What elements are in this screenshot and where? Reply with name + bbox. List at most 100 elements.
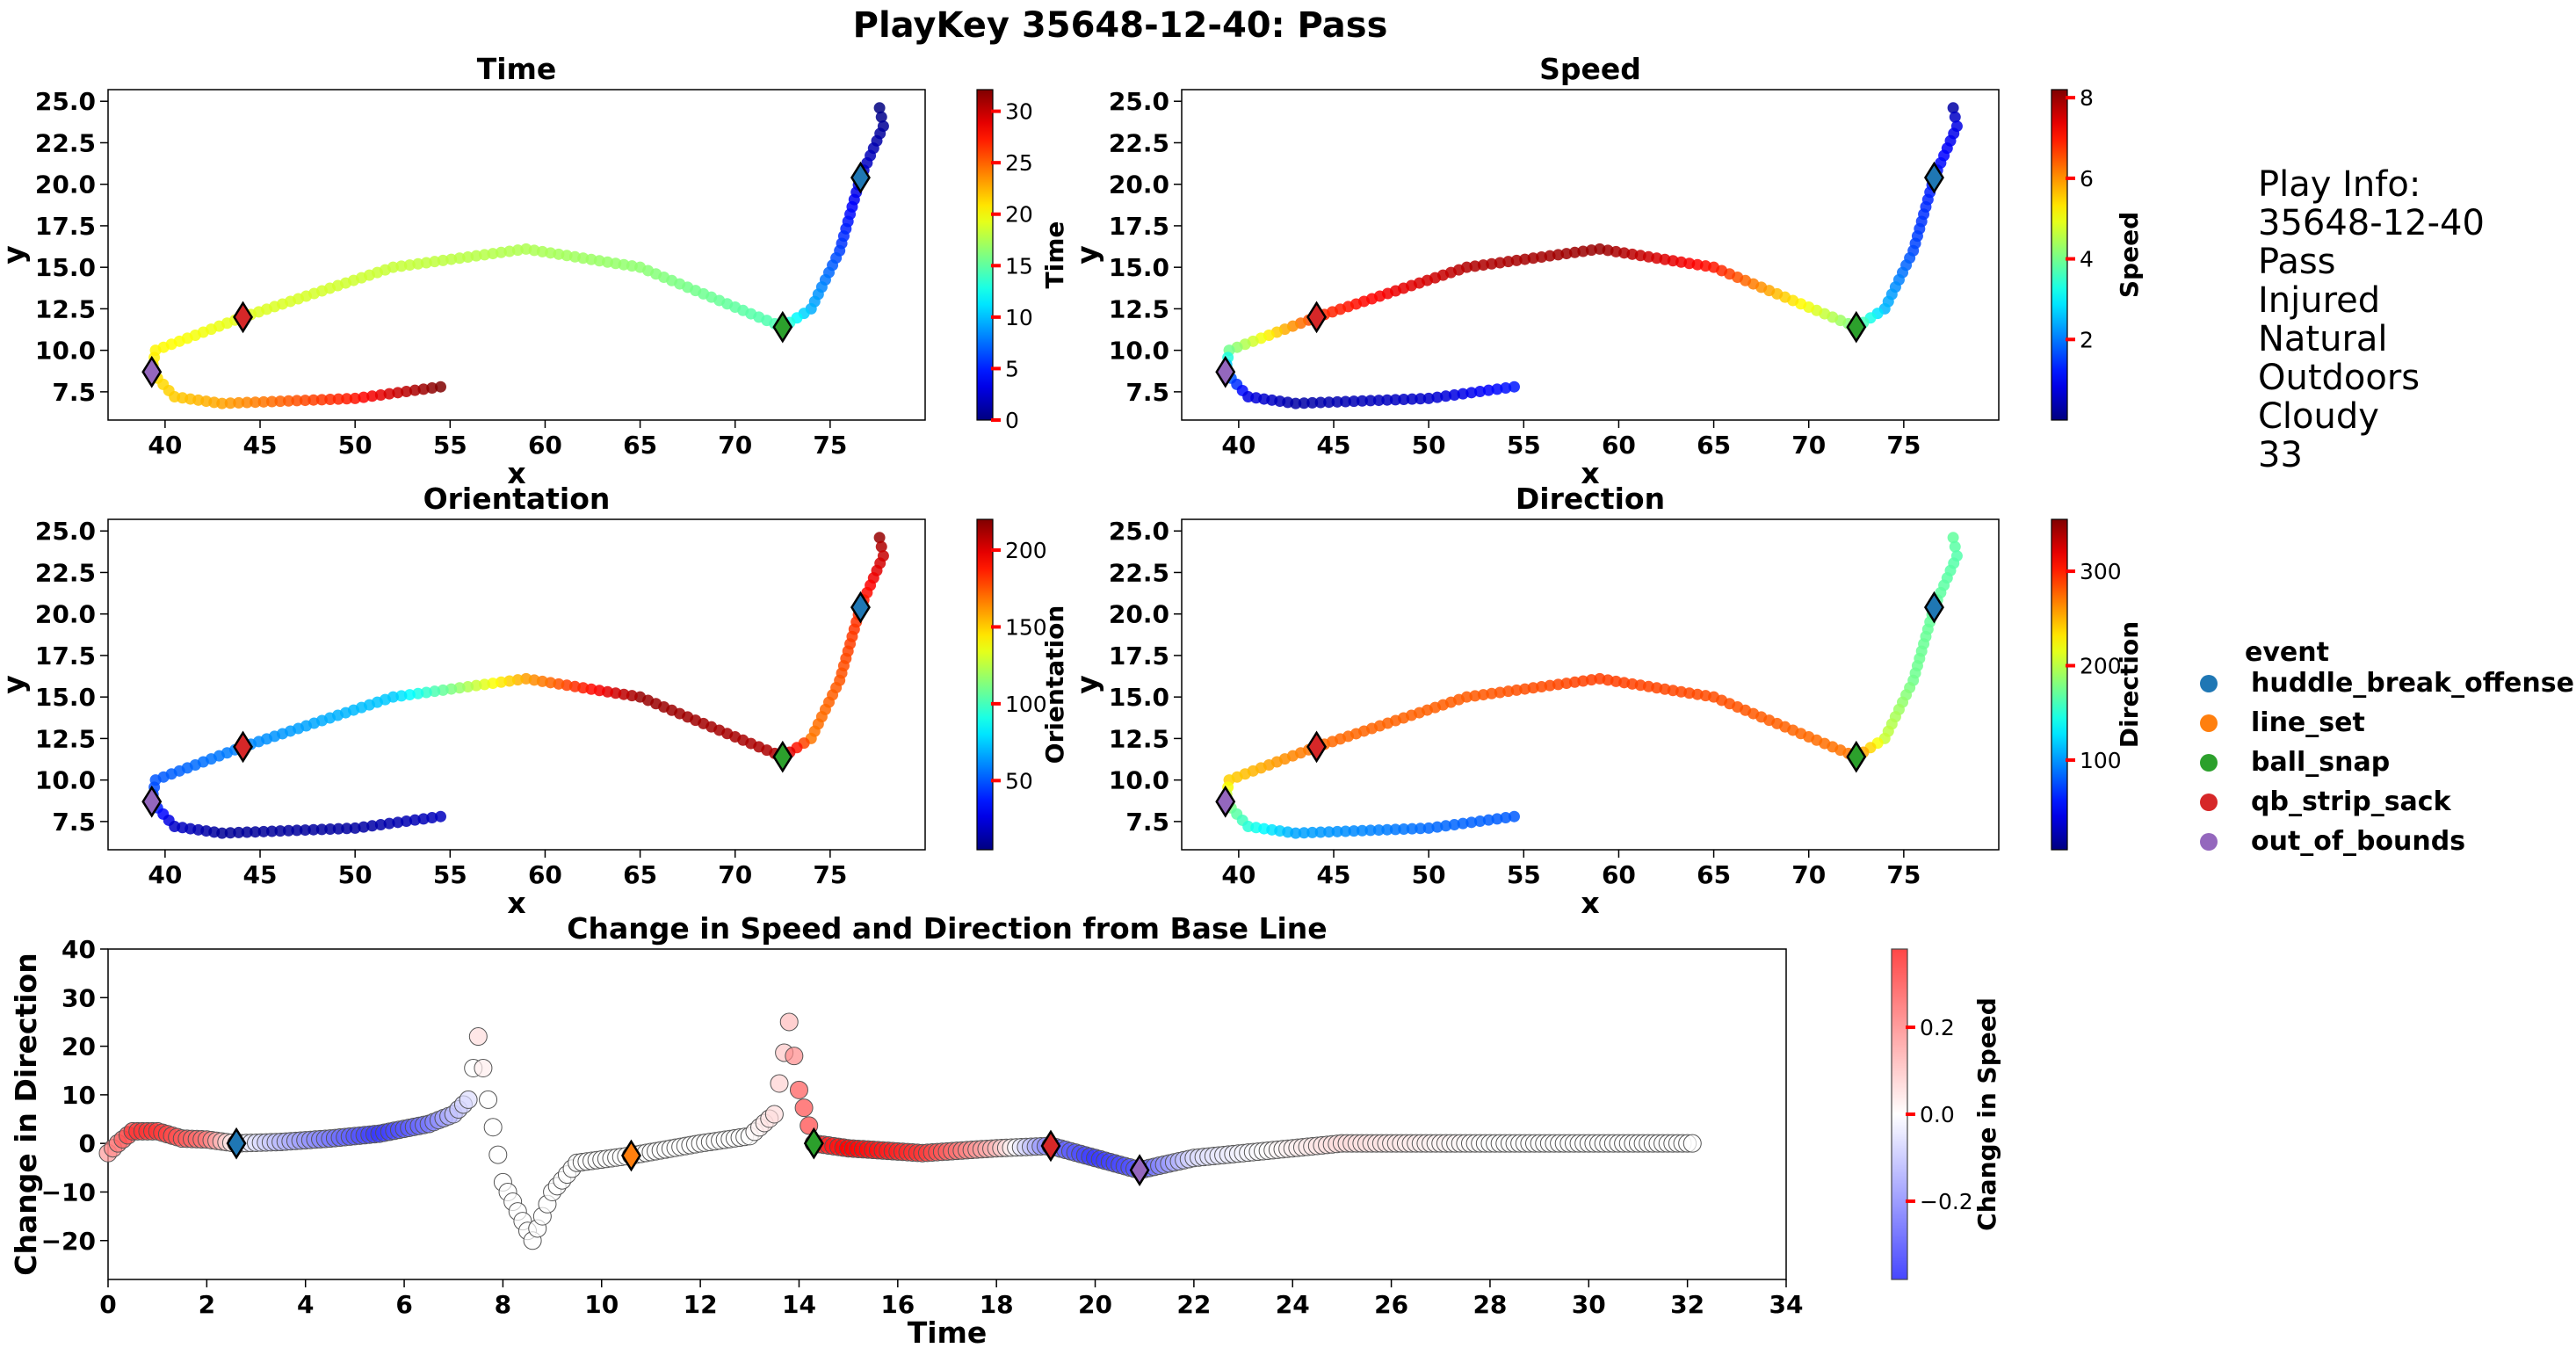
y-tick-label: 40 bbox=[62, 935, 96, 964]
y-tick-label: −10 bbox=[41, 1178, 96, 1207]
trajectory-point bbox=[445, 253, 458, 265]
x-axis-label: x bbox=[1581, 456, 1599, 490]
colorbar-2 bbox=[976, 518, 994, 851]
change-point bbox=[488, 1145, 508, 1164]
colorbar-tick-label: 300 bbox=[2080, 559, 2122, 584]
x-tick-label: 4 bbox=[297, 1290, 314, 1319]
trajectory-point bbox=[1415, 393, 1427, 405]
colorbar-tick-label: 2 bbox=[2080, 327, 2094, 352]
y-tick-label: 20.0 bbox=[1109, 170, 1169, 199]
change-point bbox=[474, 1058, 493, 1077]
trajectory-point bbox=[1474, 386, 1487, 398]
event-marker-huddle_break_offense bbox=[1923, 591, 1944, 624]
trajectory-point bbox=[875, 111, 887, 123]
chart-panel-2: Orientation 40 45 50 55 60 65 70 75 7.5 10.0 12.5 15… bbox=[0, 482, 1069, 920]
y-tick-label: 7.5 bbox=[52, 378, 96, 407]
trajectory-point bbox=[873, 532, 886, 544]
trajectory-point bbox=[1356, 395, 1368, 407]
trajectory-point bbox=[1465, 387, 1478, 399]
change-point bbox=[459, 1090, 478, 1109]
trajectory-point bbox=[1448, 818, 1460, 830]
x-tick-label: 12 bbox=[684, 1290, 718, 1319]
trajectory-point bbox=[282, 395, 294, 407]
trajectory-point bbox=[462, 250, 474, 263]
chart-title: Speed bbox=[1539, 52, 1641, 86]
plot-frame bbox=[107, 89, 926, 421]
x-tick-label: 18 bbox=[980, 1290, 1014, 1319]
trajectory-point bbox=[224, 397, 236, 409]
colorbar-label: Speed bbox=[2115, 212, 2144, 298]
chart-panel-4: Change in Speed and Direction from Base … bbox=[9, 911, 2001, 1348]
trajectory-point bbox=[1340, 825, 1352, 837]
legend-label: out_of_bounds bbox=[2251, 826, 2465, 857]
x-tick-label: 45 bbox=[243, 860, 278, 889]
colorbar-1 bbox=[2051, 89, 2068, 421]
y-tick-label: −20 bbox=[41, 1227, 96, 1256]
trajectory-point bbox=[401, 815, 413, 828]
trajectory-point bbox=[233, 396, 245, 409]
x-tick-label: 50 bbox=[1412, 860, 1446, 889]
x-tick-label: 40 bbox=[1221, 860, 1255, 889]
trajectory-point bbox=[392, 816, 404, 829]
trajectory-point bbox=[1415, 823, 1427, 835]
trajectory-point bbox=[1306, 826, 1319, 838]
x-tick-label: 8 bbox=[495, 1290, 511, 1319]
trajectory-point bbox=[233, 826, 245, 838]
x-tick-label: 50 bbox=[1412, 431, 1446, 460]
plot-frame bbox=[107, 518, 926, 851]
change-point bbox=[483, 1118, 503, 1137]
trajectory-point bbox=[1482, 814, 1494, 826]
trajectory-point bbox=[395, 260, 408, 272]
trajectory-point bbox=[1398, 823, 1410, 835]
trajectory-point bbox=[241, 396, 253, 409]
y-tick-label: 20 bbox=[62, 1033, 96, 1062]
legend-marker-ball_snap bbox=[2200, 754, 2218, 772]
y-tick-label: 25.0 bbox=[1109, 87, 1169, 116]
trajectory-point bbox=[403, 689, 416, 701]
trajectory-point bbox=[479, 249, 491, 261]
trajectory-point bbox=[434, 810, 446, 823]
event-marker-ball_snap bbox=[803, 1127, 824, 1160]
trajectory-point bbox=[299, 824, 311, 837]
y-tick-label: 30 bbox=[62, 983, 96, 1012]
chart-title: Orientation bbox=[423, 482, 611, 516]
y-axis-label: y bbox=[1070, 675, 1104, 694]
trajectory-point bbox=[1448, 388, 1460, 401]
event-legend: event huddle_break_offense line_set ball_s… bbox=[2200, 637, 2574, 857]
trajectory-point bbox=[1298, 827, 1310, 839]
trajectory-point bbox=[420, 257, 432, 269]
chart-panel-1: Speed 40 45 50 55 60 65 70 75 7.5 10.0 12.5 15.0 17.5… bbox=[1070, 52, 2144, 490]
colorbar-tick-label: 100 bbox=[1005, 692, 1047, 717]
y-tick-label: 15.0 bbox=[1109, 253, 1169, 282]
event-marker-qb_strip_sack bbox=[233, 301, 254, 334]
trajectory-point bbox=[470, 250, 482, 262]
change-point bbox=[770, 1074, 789, 1093]
x-tick-label: 50 bbox=[338, 860, 373, 889]
trajectory-point bbox=[358, 821, 370, 833]
y-tick-label: 17.5 bbox=[35, 212, 96, 241]
x-tick-label: 22 bbox=[1176, 1290, 1211, 1319]
trajectory-point bbox=[1348, 825, 1360, 837]
y-axis-label: y bbox=[1070, 245, 1104, 265]
change-point bbox=[479, 1090, 498, 1109]
y-tick-label: 22.5 bbox=[1109, 128, 1169, 157]
change-point bbox=[785, 1047, 804, 1066]
trajectory-point bbox=[409, 814, 421, 826]
trajectory-point bbox=[875, 540, 887, 553]
trajectory-point bbox=[495, 676, 507, 688]
trajectory-point bbox=[1431, 391, 1444, 403]
trajectory-point bbox=[1348, 395, 1360, 408]
trajectory-point bbox=[1494, 257, 1506, 269]
y-tick-label: 12.5 bbox=[1109, 724, 1169, 753]
change-point bbox=[779, 1012, 799, 1032]
trajectory-point bbox=[1372, 395, 1385, 407]
y-tick-label: 25.0 bbox=[35, 87, 96, 116]
trajectory-point bbox=[250, 826, 262, 838]
colorbar-tick-label: 25 bbox=[1005, 150, 1033, 176]
event-marker-ball_snap bbox=[1846, 740, 1867, 773]
play-info-stadium: Outdoors bbox=[2258, 358, 2420, 398]
x-axis-label: x bbox=[507, 886, 525, 920]
colorbar-tick-label: 30 bbox=[1005, 99, 1033, 125]
event-marker-qb_strip_sack bbox=[1306, 730, 1328, 764]
trajectory-point bbox=[1947, 102, 1959, 114]
